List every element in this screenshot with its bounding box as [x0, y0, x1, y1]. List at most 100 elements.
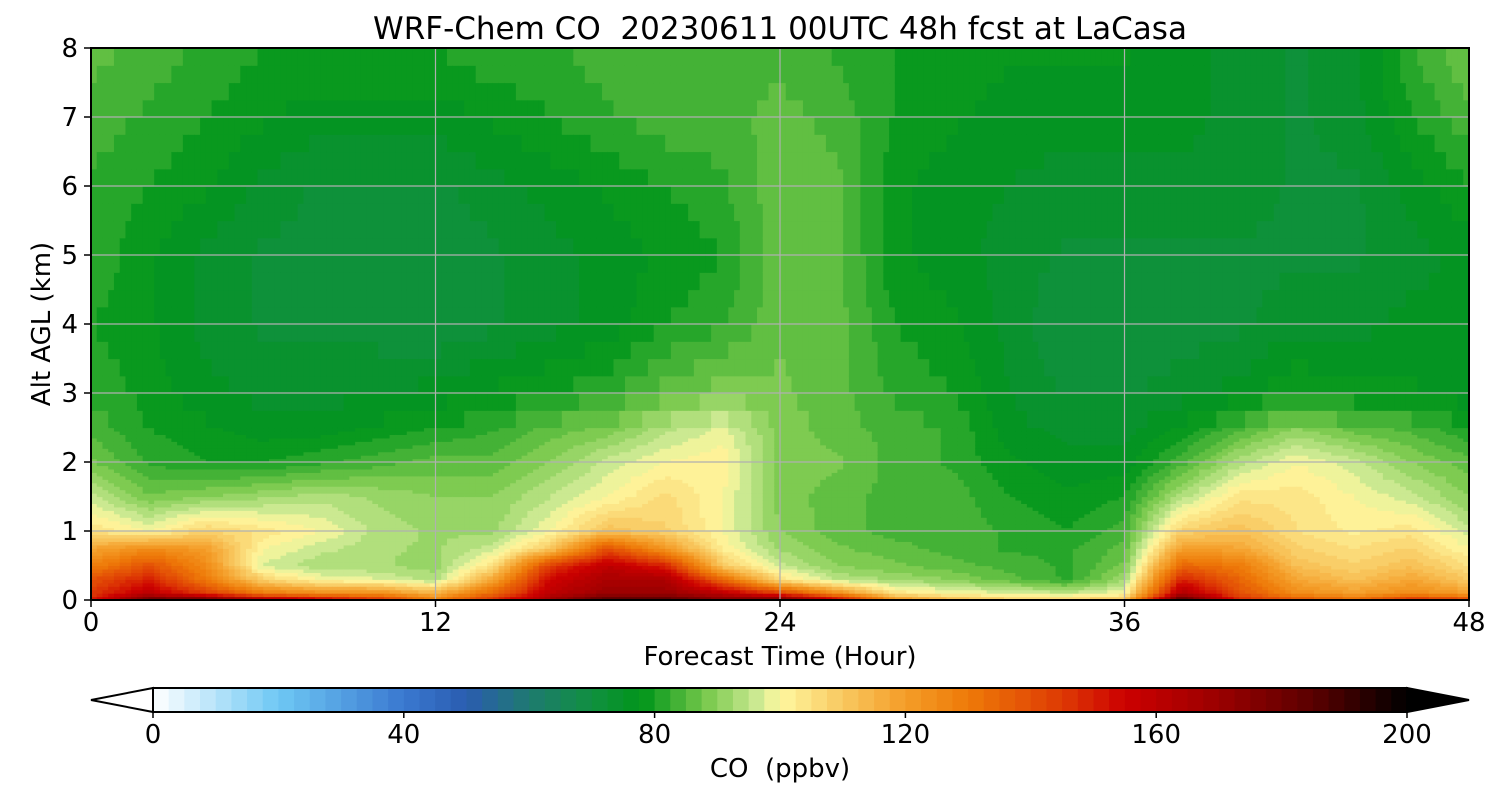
heatmap-cell	[223, 455, 230, 460]
heatmap-cell	[257, 493, 264, 498]
heatmap-cell	[349, 65, 356, 84]
heatmap-cell	[446, 510, 454, 515]
heatmap-cell	[96, 465, 104, 470]
heatmap-cell	[142, 475, 150, 480]
heatmap-cell	[372, 134, 379, 153]
heatmap-cell	[159, 341, 167, 360]
heatmap-cell	[349, 186, 356, 204]
heatmap-cell	[263, 441, 270, 446]
heatmap-cell	[458, 324, 465, 342]
heatmap-cell	[412, 237, 419, 256]
heatmap-cell	[446, 465, 454, 470]
heatmap-cell	[182, 65, 190, 84]
heatmap-cell	[303, 568, 310, 573]
heatmap-cell	[475, 568, 483, 573]
heatmap-cell	[108, 82, 115, 101]
heatmap-cell	[309, 506, 316, 511]
heatmap-cell	[131, 462, 138, 467]
heatmap-cell	[366, 393, 373, 411]
heatmap-cell	[188, 203, 195, 222]
heatmap-cell	[165, 558, 172, 563]
heatmap-cell	[154, 134, 161, 153]
heatmap-cell	[326, 493, 333, 498]
heatmap-cell	[96, 555, 104, 560]
heatmap-cell	[349, 479, 356, 484]
heatmap-cell	[154, 479, 161, 484]
heatmap-cell	[125, 434, 132, 439]
heatmap-cell	[435, 572, 442, 577]
heatmap-cell	[383, 596, 391, 600]
heatmap-cell	[378, 375, 385, 394]
heatmap-cell	[309, 410, 316, 429]
heatmap-cell	[182, 562, 190, 567]
heatmap-cell	[165, 503, 172, 508]
heatmap-cell	[360, 455, 368, 460]
heatmap-cell	[441, 575, 448, 580]
heatmap-cell	[452, 117, 460, 135]
heatmap-cell	[171, 537, 178, 542]
heatmap-cell	[263, 289, 270, 308]
heatmap-cell	[481, 531, 488, 536]
heatmap-cell	[291, 272, 299, 291]
heatmap-cell	[257, 220, 264, 239]
heatmap-cell	[412, 375, 419, 394]
heatmap-cell	[401, 324, 408, 342]
heatmap-cell	[314, 575, 322, 580]
heatmap-cell	[320, 541, 328, 546]
heatmap-cell	[205, 510, 213, 515]
heatmap-cell	[159, 479, 167, 484]
heatmap-cell	[246, 489, 253, 494]
heatmap-cell	[326, 306, 333, 325]
heatmap-cell	[228, 448, 236, 453]
heatmap-cell	[355, 437, 362, 442]
heatmap-cell	[475, 289, 483, 308]
heatmap-cell	[234, 455, 241, 460]
heatmap-cell	[378, 220, 385, 239]
heatmap-cell	[228, 531, 236, 536]
heatmap-cell	[446, 537, 454, 542]
heatmap-cell	[154, 586, 161, 591]
heatmap-cell	[217, 475, 224, 480]
heatmap-cell	[355, 548, 362, 553]
heatmap-cell	[452, 482, 460, 487]
heatmap-cell	[441, 482, 448, 487]
heatmap-cell	[205, 524, 213, 529]
heatmap-cell	[395, 531, 402, 536]
heatmap-cell	[303, 596, 310, 600]
heatmap-cell	[234, 572, 241, 577]
heatmap-cell	[452, 496, 460, 501]
heatmap-cell	[366, 493, 373, 498]
heatmap-cell	[464, 496, 471, 501]
heatmap-cell	[429, 472, 437, 477]
heatmap-cell	[326, 451, 333, 456]
heatmap-cell	[389, 593, 396, 598]
heatmap-cell	[234, 437, 241, 442]
heatmap-cell	[194, 434, 201, 439]
heatmap-cell	[257, 65, 264, 84]
heatmap-cell	[148, 448, 155, 453]
heatmap-cell	[159, 555, 167, 560]
heatmap-cell	[320, 489, 328, 494]
heatmap-cell	[355, 482, 362, 487]
heatmap-cell	[366, 341, 373, 360]
heatmap-cell	[286, 513, 293, 518]
heatmap-cell	[332, 441, 339, 446]
heatmap-cell	[389, 565, 396, 570]
heatmap-cell	[332, 393, 339, 411]
heatmap-cell	[234, 48, 241, 66]
heatmap-cell	[136, 375, 144, 394]
heatmap-cell	[188, 541, 195, 546]
heatmap-cell	[475, 527, 483, 532]
heatmap-cell	[131, 393, 138, 411]
heatmap-cell	[418, 513, 425, 518]
heatmap-cell	[188, 324, 195, 342]
heatmap-cell	[418, 393, 425, 411]
heatmap-cell	[320, 48, 328, 66]
heatmap-cell	[131, 410, 138, 429]
heatmap-cell	[280, 458, 287, 463]
heatmap-cell	[383, 458, 391, 463]
heatmap-cell	[297, 499, 305, 504]
heatmap-cell	[194, 555, 201, 560]
heatmap-cell	[412, 468, 419, 473]
heatmap-cell	[200, 579, 207, 584]
